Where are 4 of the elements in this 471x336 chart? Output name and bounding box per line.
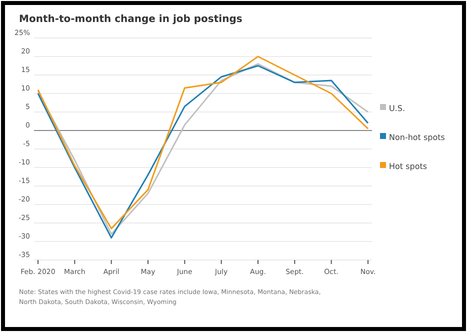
chart-title: Month-to-month change in job postings	[19, 14, 242, 25]
legend-label: U.S.	[389, 104, 406, 113]
legend-label: Non-hot spots	[389, 133, 445, 142]
legend-label: Hot spots	[389, 162, 428, 171]
